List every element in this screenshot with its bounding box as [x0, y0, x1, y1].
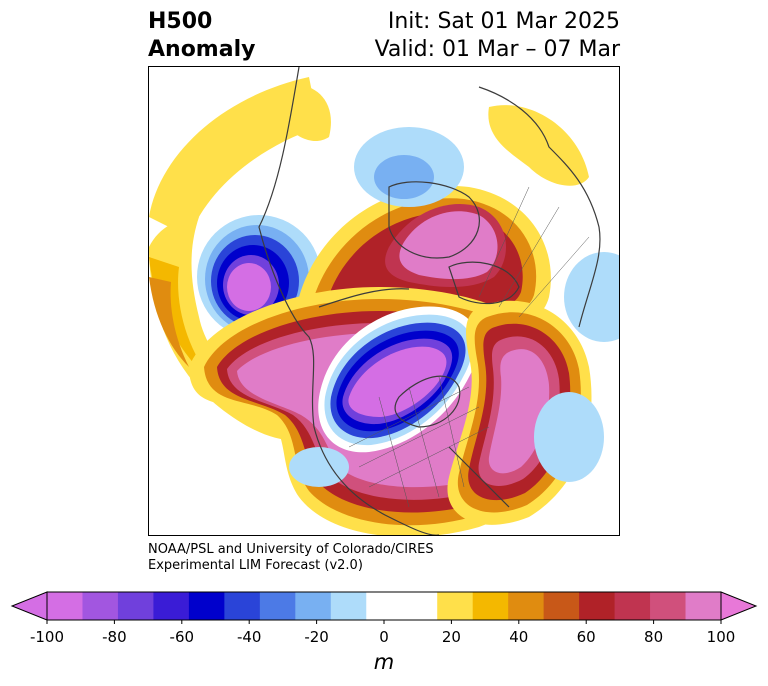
- colorbar-tick-label: 60: [576, 628, 596, 646]
- colorbar-segment: [153, 592, 190, 620]
- colorbar-segment: [82, 592, 119, 620]
- colorbar-segment: [508, 592, 545, 620]
- colorbar-segment: [543, 592, 580, 620]
- valid-range: Valid: 01 Mar – 07 Mar: [374, 37, 620, 62]
- colorbar-tick-label: -40: [236, 628, 262, 646]
- colorbar-segment: [330, 592, 367, 620]
- title-variable: H500: [148, 9, 213, 34]
- colorbar-segment: [117, 592, 154, 620]
- credit: NOAA/PSL and University of Colorado/CIRE…: [148, 542, 434, 574]
- colorbar-segment: [47, 592, 83, 620]
- colorbar-segment: [259, 592, 296, 620]
- colorbar-tick-label: 40: [509, 628, 529, 646]
- colorbar-segment: [472, 592, 509, 620]
- colorbar-tick-label: -80: [102, 628, 127, 646]
- title-anomaly: Anomaly: [148, 37, 256, 62]
- init-date: Init: Sat 01 Mar 2025: [387, 9, 620, 34]
- colorbar-segment: [685, 592, 722, 620]
- colorbar-segment: [188, 592, 225, 620]
- anomaly-map-svg: [149, 67, 619, 535]
- borders: [348, 186, 590, 508]
- colorbar-tick-label: 100: [706, 628, 736, 646]
- colorbar: [10, 591, 758, 624]
- colorbar-segment: [366, 592, 403, 620]
- colorbar-tick-label: -20: [304, 628, 329, 646]
- colorbar-over-arrow: [720, 591, 758, 621]
- colorbar-segment: [401, 592, 438, 620]
- colorbar-segment: [579, 592, 616, 620]
- colorbar-segment: [614, 592, 651, 620]
- colorbar-tick-label: 80: [644, 628, 664, 646]
- credit-line2: Experimental LIM Forecast (v2.0): [148, 558, 363, 573]
- colorbar-tick-label: -100: [29, 628, 65, 646]
- trough-hudson-bay: [318, 306, 479, 453]
- ridge-north-pacific: [149, 77, 319, 441]
- coastlines: [258, 67, 601, 535]
- colorbar-under-arrow: [10, 591, 48, 621]
- colorbar-segment: [437, 592, 474, 620]
- colorbar-segment: [295, 592, 332, 620]
- colorbar-tick-label: -60: [169, 628, 195, 646]
- title-left: H500 Anomaly: [148, 8, 255, 64]
- colorbar-tick-label: 20: [441, 628, 461, 646]
- colorbar-segment: [224, 592, 261, 620]
- colorbar-segment: [650, 592, 687, 620]
- colorbar-tick-label: 0: [379, 628, 389, 646]
- anomaly-map: [148, 66, 620, 536]
- low-north-pacific: [197, 215, 321, 339]
- ridge-eurasia: [279, 84, 589, 186]
- credit-line1: NOAA/PSL and University of Colorado/CIRE…: [148, 542, 434, 557]
- title-right: Init: Sat 01 Mar 2025 Valid: 01 Mar – 07…: [375, 8, 620, 64]
- colorbar-unit: m: [373, 650, 395, 674]
